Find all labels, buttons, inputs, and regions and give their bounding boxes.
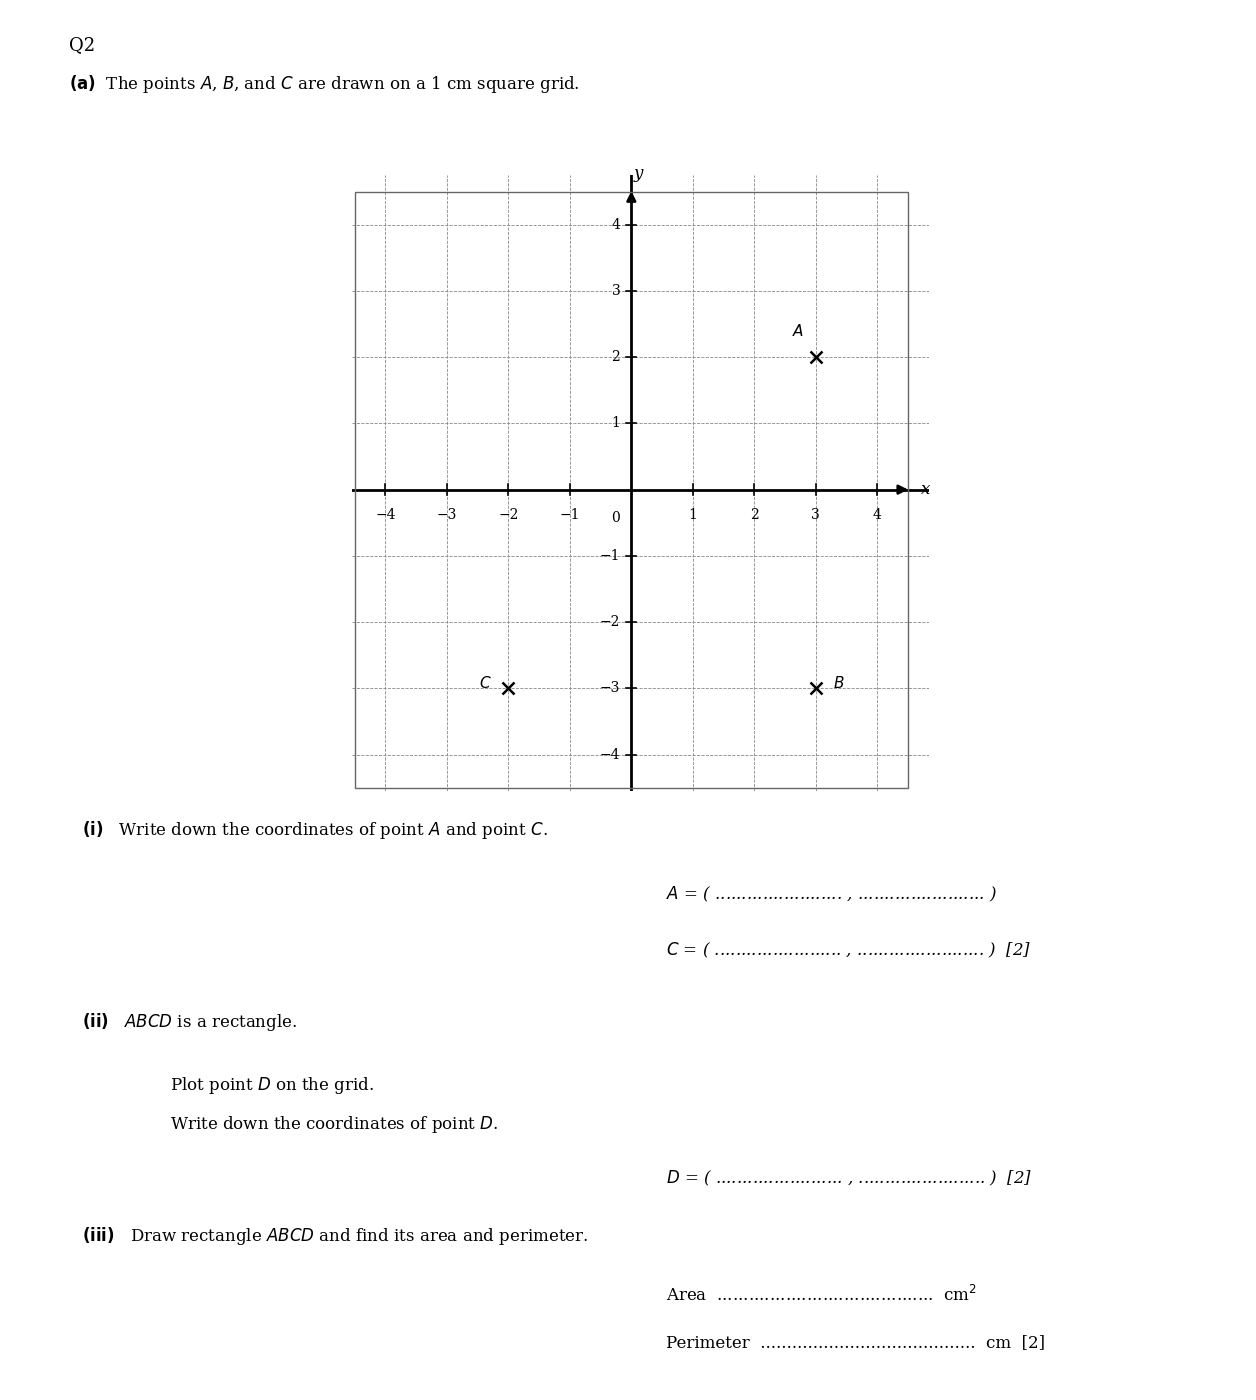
Text: Area  .........................................  cm$^2$: Area ...................................…: [666, 1285, 977, 1305]
Text: Write down the coordinates of point $D$.: Write down the coordinates of point $D$.: [170, 1114, 497, 1135]
Text: 2: 2: [612, 350, 620, 364]
Text: $\mathbf{(i)}$   Write down the coordinates of point $A$ and point $C$.: $\mathbf{(i)}$ Write down the coordinate…: [82, 819, 548, 841]
Text: −4: −4: [376, 508, 396, 522]
Text: x: x: [922, 482, 931, 498]
Text: −1: −1: [560, 508, 580, 522]
Text: Perimeter  .........................................  cm  [2]: Perimeter ..............................…: [666, 1334, 1045, 1351]
Text: Plot point $D$ on the grid.: Plot point $D$ on the grid.: [170, 1075, 373, 1096]
Text: 3: 3: [811, 508, 820, 522]
Text: 1: 1: [688, 508, 697, 522]
Text: −1: −1: [600, 549, 620, 563]
Text: 4: 4: [612, 217, 620, 231]
Text: 4: 4: [873, 508, 882, 522]
Text: 0: 0: [612, 511, 620, 525]
Text: −2: −2: [499, 508, 519, 522]
Text: $B$: $B$: [833, 675, 844, 692]
Text: $C$: $C$: [479, 675, 491, 692]
Text: $\mathbf{(ii)}$   $ABCD$ is a rectangle.: $\mathbf{(ii)}$ $ABCD$ is a rectangle.: [82, 1011, 296, 1033]
Text: −3: −3: [437, 508, 457, 522]
Text: −3: −3: [600, 682, 620, 696]
Text: 2: 2: [750, 508, 759, 522]
Text: $A$ = ( ........................ , ........................ ): $A$ = ( ........................ , .....…: [666, 885, 997, 904]
Text: $D$ = ( ........................ , ........................ )  [2]: $D$ = ( ........................ , .....…: [666, 1169, 1032, 1189]
Text: 1: 1: [612, 416, 620, 430]
Text: Q2: Q2: [69, 36, 95, 55]
Text: $A$: $A$: [793, 322, 805, 339]
Text: y: y: [634, 165, 643, 182]
Text: −2: −2: [600, 615, 620, 629]
Text: 3: 3: [612, 284, 620, 298]
Text: $\mathbf{(a)}$  The points $A$, $B$, and $C$ are drawn on a 1 cm square grid.: $\mathbf{(a)}$ The points $A$, $B$, and …: [69, 73, 580, 95]
Text: $C$ = ( ........................ , ........................ )  [2]: $C$ = ( ........................ , .....…: [666, 941, 1031, 960]
Text: $\mathbf{(iii)}$   Draw rectangle $ABCD$ and find its area and perimeter.: $\mathbf{(iii)}$ Draw rectangle $ABCD$ a…: [82, 1225, 588, 1247]
Text: −4: −4: [600, 748, 620, 762]
